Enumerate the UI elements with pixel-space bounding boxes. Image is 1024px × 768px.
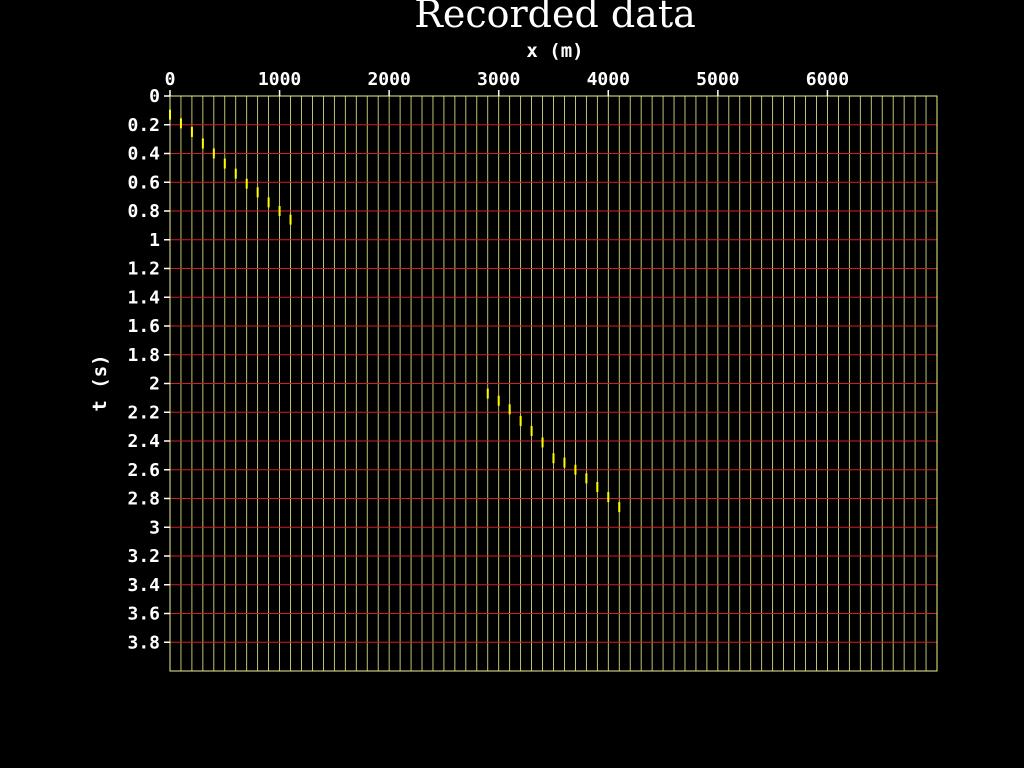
y-tick-label: 1.4 [127,287,160,308]
y-tick-label: 3.2 [127,546,160,567]
time-gridlines [170,124,937,643]
y-tick-label: 3.8 [127,632,160,653]
y-tick-label: 0.6 [127,172,160,193]
y-tick-label: 0.4 [127,144,160,165]
chart-title: Recorded data [414,0,696,36]
y-tick-label: 1.6 [127,316,160,337]
x-tick-label: 0 [165,69,176,90]
y-tick-label: 2.4 [127,431,160,452]
x-tick-label: 4000 [587,69,630,90]
y-tick-label: 1.8 [127,345,160,366]
y-tick-label: 0.8 [127,201,160,222]
y-tick-label: 0 [149,86,160,107]
y-tick-label: 2 [149,374,160,395]
x-tick-label: 3000 [477,69,520,90]
y-tick-label: 2.6 [127,460,160,481]
y-axis-label: t (s) [89,354,111,411]
y-tick-label: 0.2 [127,115,160,136]
x-axis-label: x (m) [526,40,583,62]
y-tick-label: 1 [149,230,160,251]
y-tick-label: 2.8 [127,489,160,510]
seismic-events [169,109,621,513]
y-tick-label: 3.4 [127,575,160,596]
y-tick-label: 2.2 [127,402,160,423]
y-axis-ticks: 0 0.2 0.4 0.6 0.8 1 1.2 1.4 1.6 1.8 2 2.2 2.4 2.6 2.8 3… [127,86,170,653]
y-tick-label: 1.2 [127,259,160,280]
x-tick-label: 1000 [258,69,301,90]
x-tick-label: 5000 [696,69,739,90]
x-axis-ticks: 0 1000 2000 3000 4000 5000 6000 [165,69,849,96]
x-tick-label: 6000 [806,69,849,90]
x-tick-label: 2000 [367,69,410,90]
y-tick-label: 3.6 [127,604,160,625]
y-tick-label: 3 [149,517,160,538]
